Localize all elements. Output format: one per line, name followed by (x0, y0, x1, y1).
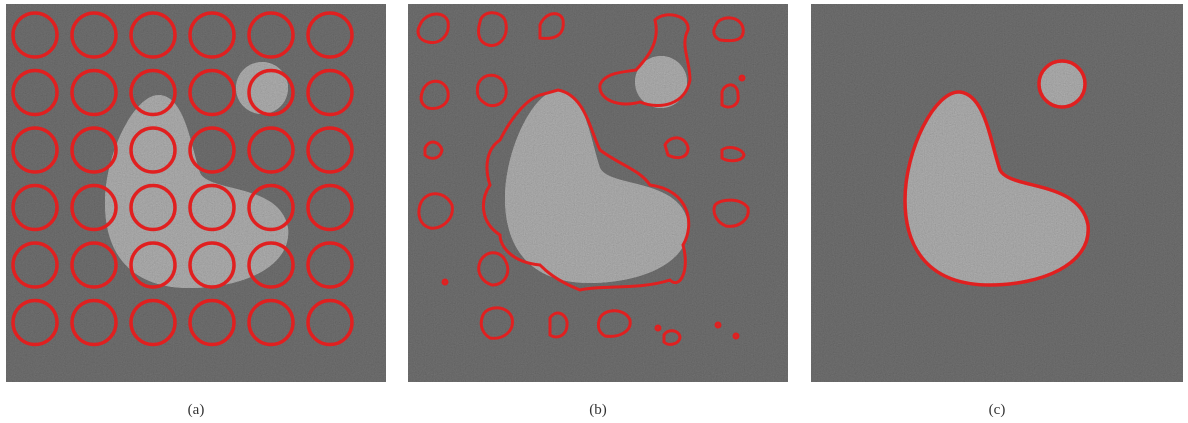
caption: (c) (989, 402, 1006, 418)
contour-circle (11, 68, 59, 117)
contour-circle (129, 11, 177, 59)
caption: (b) (589, 402, 607, 418)
contour-circle (11, 183, 59, 232)
contour-circle (306, 241, 354, 289)
contour-circle (306, 11, 354, 59)
contour-circle (70, 241, 118, 289)
contour-circle (11, 126, 59, 174)
contour-circle (11, 11, 59, 59)
contour-circle (129, 241, 177, 289)
contour-circle (188, 241, 236, 289)
panel-b (408, 4, 788, 382)
contour-circle (70, 298, 118, 347)
contour-circle (247, 241, 295, 289)
contour-circle (247, 126, 295, 174)
contour-circle (188, 68, 236, 117)
contour-circle (306, 183, 354, 232)
objects (505, 56, 689, 283)
contour-circle (247, 68, 295, 117)
panel-c (811, 4, 1183, 382)
contour-circle (188, 126, 236, 174)
contour-circle (188, 298, 236, 347)
contour-circle (129, 183, 177, 232)
contour-circle (306, 68, 354, 117)
contour-circle (70, 68, 118, 117)
objects (905, 61, 1089, 285)
contour-circle (306, 126, 354, 174)
contour-circle (188, 183, 236, 232)
contour-circle (70, 126, 118, 174)
contour-circle (247, 11, 295, 59)
evolving-contours (416, 11, 750, 346)
contour-circle (188, 11, 236, 59)
contour-circle (129, 68, 177, 117)
contour-circle (11, 298, 59, 347)
initial-contours (11, 11, 354, 347)
final-contours (903, 59, 1090, 287)
panel-a (6, 4, 386, 382)
contour-circle (70, 11, 118, 59)
contour-circle (129, 126, 177, 174)
contour-circle (247, 183, 295, 232)
contour-circle (306, 298, 354, 347)
contour-circle (11, 241, 59, 289)
caption: (a) (188, 402, 205, 418)
contour-circle (129, 298, 177, 347)
contour-circle (70, 183, 118, 232)
contour-circle (247, 298, 295, 347)
